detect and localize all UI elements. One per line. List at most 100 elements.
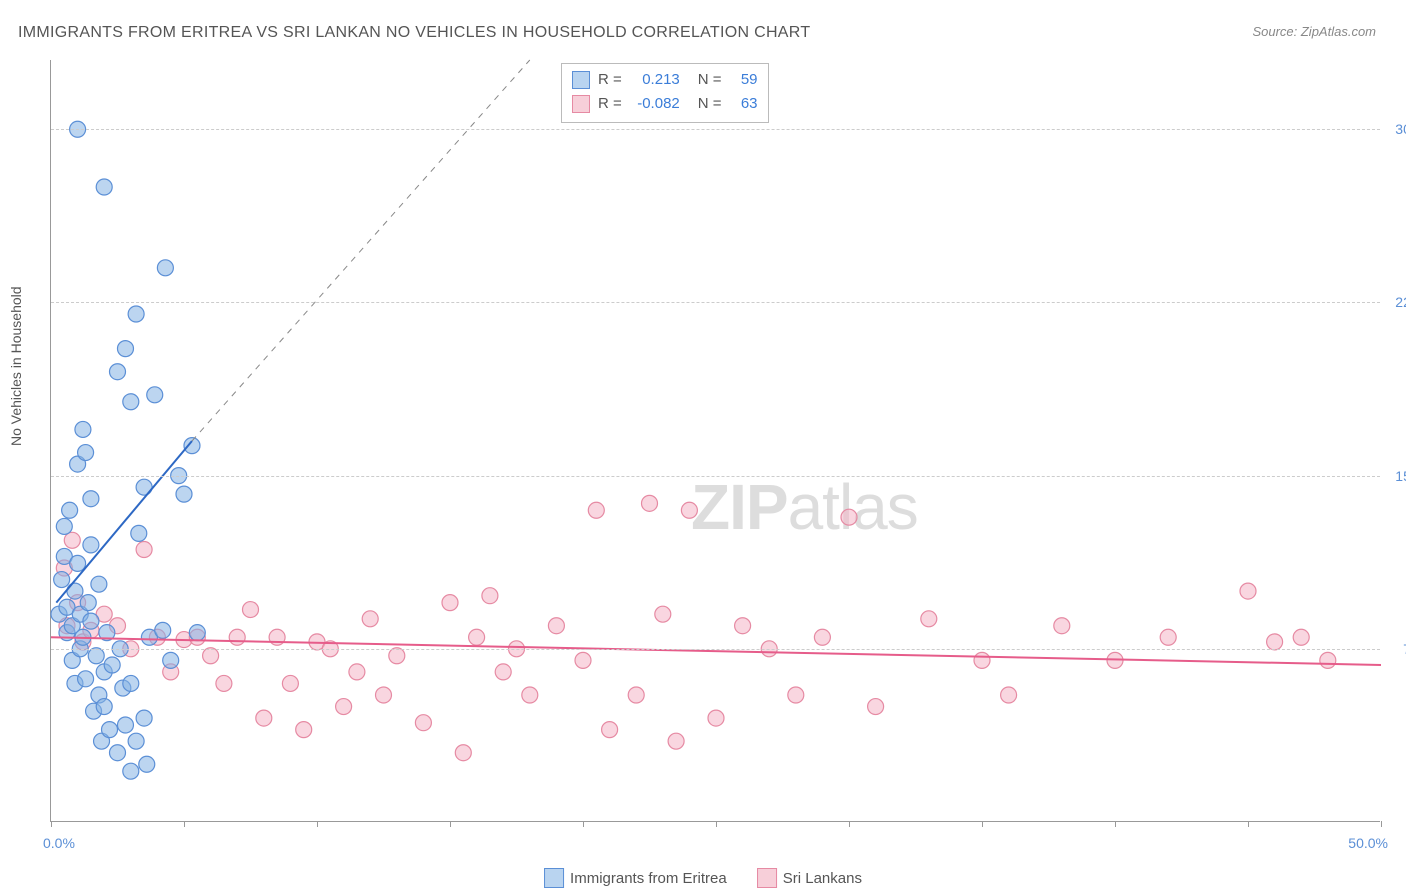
data-point [628, 687, 644, 703]
x-tick [184, 821, 185, 827]
x-tick [1115, 821, 1116, 827]
data-point [67, 583, 83, 599]
data-point [83, 537, 99, 553]
chart-title: IMMIGRANTS FROM ERITREA VS SRI LANKAN NO… [18, 24, 810, 42]
data-point [176, 486, 192, 502]
data-point [104, 657, 120, 673]
data-point [655, 606, 671, 622]
legend-item: Immigrants from Eritrea [544, 868, 727, 888]
y-axis-title: No Vehicles in Household [8, 286, 24, 446]
grid-line [51, 649, 1380, 650]
y-tick-label: 7.5% [1385, 641, 1406, 657]
x-tick [716, 821, 717, 827]
data-point [56, 518, 72, 534]
data-point [139, 756, 155, 772]
data-point [96, 699, 112, 715]
data-point [282, 675, 298, 691]
data-point [482, 588, 498, 604]
legend-swatch [757, 868, 777, 888]
legend-item: Sri Lankans [757, 868, 862, 888]
grid-line [51, 302, 1380, 303]
data-point [575, 652, 591, 668]
regression-line-pink [51, 637, 1381, 665]
data-point [155, 622, 171, 638]
data-point [70, 555, 86, 571]
data-point [602, 722, 618, 738]
x-tick [317, 821, 318, 827]
source-attribution: Source: ZipAtlas.com [1252, 24, 1376, 39]
data-point [1267, 634, 1283, 650]
data-point [455, 745, 471, 761]
data-point [921, 611, 937, 627]
x-axis-min-label: 0.0% [43, 835, 75, 851]
x-tick [849, 821, 850, 827]
data-point [788, 687, 804, 703]
data-point [157, 260, 173, 276]
data-point [588, 502, 604, 518]
y-tick-label: 22.5% [1385, 294, 1406, 310]
data-point [389, 648, 405, 664]
data-point [1320, 652, 1336, 668]
data-point [442, 595, 458, 611]
legend: Immigrants from Eritrea Sri Lankans [544, 868, 862, 888]
regression-line-blue-extended [192, 60, 530, 441]
data-point [522, 687, 538, 703]
data-point [91, 576, 107, 592]
x-tick [51, 821, 52, 827]
grid-line [51, 129, 1380, 130]
data-point [376, 687, 392, 703]
data-point [62, 502, 78, 518]
y-tick-label: 30.0% [1385, 121, 1406, 137]
data-point [642, 495, 658, 511]
data-point [495, 664, 511, 680]
legend-label: Immigrants from Eritrea [570, 870, 727, 887]
data-point [102, 722, 118, 738]
x-tick [1381, 821, 1382, 827]
data-point [708, 710, 724, 726]
data-point [974, 652, 990, 668]
data-point [868, 699, 884, 715]
x-tick [583, 821, 584, 827]
data-point [243, 602, 259, 618]
data-point [80, 595, 96, 611]
x-tick [1248, 821, 1249, 827]
data-point [78, 445, 94, 461]
chart-svg [51, 60, 1380, 821]
data-point [131, 525, 147, 541]
data-point [362, 611, 378, 627]
data-point [163, 652, 179, 668]
data-point [203, 648, 219, 664]
data-point [349, 664, 365, 680]
data-point [136, 542, 152, 558]
data-point [735, 618, 751, 634]
plot-area: ZIPatlas R =0.213N =59R =-0.082N =63 0.0… [50, 60, 1380, 822]
data-point [75, 421, 91, 437]
data-point [216, 675, 232, 691]
data-point [78, 671, 94, 687]
data-point [96, 179, 112, 195]
data-point [128, 306, 144, 322]
data-point [1160, 629, 1176, 645]
data-point [336, 699, 352, 715]
x-tick [450, 821, 451, 827]
grid-line [51, 476, 1380, 477]
data-point [83, 491, 99, 507]
legend-swatch [544, 868, 564, 888]
data-point [415, 715, 431, 731]
data-point [256, 710, 272, 726]
data-point [54, 572, 70, 588]
data-point [296, 722, 312, 738]
data-point [110, 364, 126, 380]
data-point [814, 629, 830, 645]
data-point [1240, 583, 1256, 599]
data-point [123, 763, 139, 779]
x-tick [982, 821, 983, 827]
data-point [1001, 687, 1017, 703]
legend-label: Sri Lankans [783, 870, 862, 887]
data-point [117, 341, 133, 357]
data-point [681, 502, 697, 518]
data-point [184, 438, 200, 454]
data-point [123, 675, 139, 691]
data-point [147, 387, 163, 403]
data-point [83, 613, 99, 629]
